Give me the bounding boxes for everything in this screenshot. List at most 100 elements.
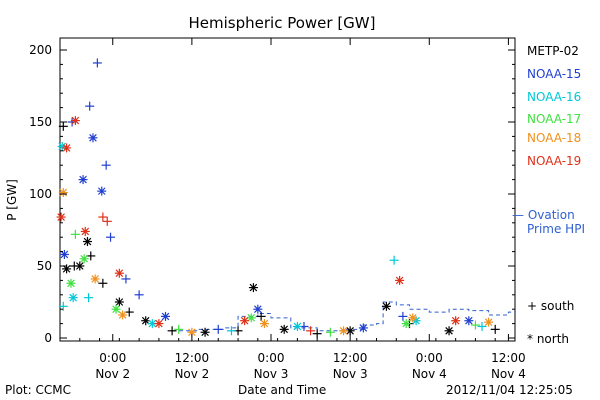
south-marker [102,216,112,226]
chart-title: Hemispheric Power [GW] [189,14,376,32]
north-marker [70,116,80,126]
south-marker [106,232,116,242]
series-noaa-16 [57,141,487,336]
south-marker [174,324,184,334]
ovation-line [172,301,515,332]
footer-axis-title: Date and Time [238,383,327,397]
north-marker [401,319,411,329]
y-tick-label: 200 [29,43,52,57]
ovation-hpi-line [172,301,515,332]
south-marker [84,293,94,303]
y-axis-label: P [GW] [5,179,19,221]
footer-timestamp: 2012/11/04 12:25:05 [446,383,573,397]
y-tick-label: 100 [29,187,52,201]
legend-noaa17: NOAA-17 [527,112,582,126]
north-marker [118,310,128,320]
plot-frame [59,37,516,342]
x-tick-label-date: Nov 4 [412,367,447,381]
north-marker [147,319,157,329]
north-marker [56,212,66,222]
south-marker [92,58,102,68]
y-tick-label: 50 [37,259,52,273]
north-marker [75,261,85,271]
north-marker [154,319,164,329]
series-metp-02 [58,121,500,339]
north-marker [66,278,76,288]
north-marker [248,283,258,293]
north-marker [78,175,88,185]
south-marker [470,320,480,330]
south-marker [98,212,108,222]
north-marker [58,188,68,198]
north-marker [59,249,69,259]
south-marker [58,301,68,311]
axes: 0 50 100 150 200 0:00 Nov 2 12:00 Nov 2 0:00 Nov 3… [29,38,526,381]
north-marker [358,323,368,333]
north-marker [253,304,263,314]
south-marker [70,229,80,239]
north-marker [395,275,405,285]
x-tick-label-date: Nov 2 [174,367,209,381]
x-tick-label-date: Nov 3 [254,367,289,381]
x-tick-label-date: Nov 4 [491,367,526,381]
north-marker [408,313,418,323]
north-marker [114,297,124,307]
north-marker [79,254,89,264]
data-markers [56,58,500,339]
north-marker [200,327,210,337]
x-tick-label-time: 12:00 [175,351,210,365]
north-marker [339,326,349,336]
south-marker [101,160,111,170]
north-marker [88,133,98,143]
south-marker [256,311,266,321]
north-marker [279,324,289,334]
footer-credit: Plot: CCMC [5,383,71,397]
series-noaa-15 [59,58,474,334]
north-marker [161,311,171,321]
north-marker [62,264,72,274]
south-marker [134,290,144,300]
legend-noaa16: NOAA-16 [527,90,582,104]
x-tick-label-time: 0:00 [416,351,443,365]
legend-ovation-line2: Prime HPI [527,222,585,236]
x-tick-label-date: Nov 2 [95,367,130,381]
north-marker [82,237,92,247]
north-marker [381,301,391,311]
south-marker [98,278,108,288]
south-marker [226,326,236,336]
series-noaa-18 [58,188,494,337]
legend-south-symbol: + south [527,299,575,313]
series-noaa-17 [66,229,480,337]
north-marker [80,226,90,236]
north-marker [484,317,494,327]
x-tick-label-time: 0:00 [258,351,285,365]
x-tick-label-date: Nov 3 [333,367,368,381]
north-marker [240,316,250,326]
series-noaa-19 [56,116,461,336]
north-marker [451,316,461,326]
north-marker [97,186,107,196]
south-marker [490,324,500,334]
north-marker [111,304,121,314]
north-marker [68,293,78,303]
x-tick-label-time: 12:00 [333,351,368,365]
y-tick-label: 150 [29,115,52,129]
legend-noaa15: NOAA-15 [527,67,582,81]
south-marker [85,101,95,111]
south-marker [213,324,223,334]
south-marker [325,327,335,337]
north-marker [464,316,474,326]
south-marker [477,321,487,331]
south-marker [121,274,131,284]
legend-north-symbol: * north [527,332,570,346]
north-marker [444,326,454,336]
legend-metp02: METP-02 [527,44,579,58]
south-marker [389,255,399,265]
south-marker [398,311,408,321]
x-tick-label-time: 0:00 [99,351,126,365]
north-marker [114,268,124,278]
south-marker [312,329,322,339]
legend-noaa19: NOAA-19 [527,154,582,168]
north-marker [292,321,302,331]
